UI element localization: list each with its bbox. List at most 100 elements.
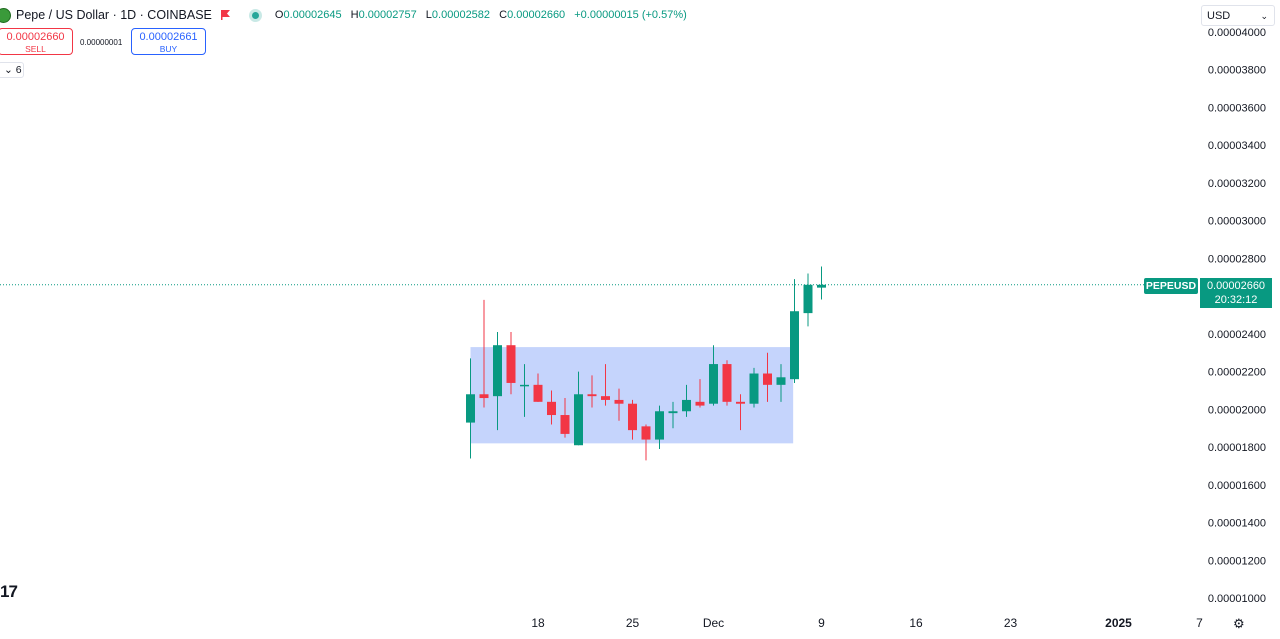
candle-body bbox=[655, 411, 664, 440]
bar-countdown: 20:32:12 bbox=[1214, 294, 1258, 306]
candle bbox=[776, 364, 786, 402]
last-price-value: 0.00002660 bbox=[1206, 280, 1266, 292]
y-axis-label: 0.00001000 bbox=[1208, 593, 1266, 605]
candle bbox=[749, 367, 759, 408]
market-open-dot-icon bbox=[251, 11, 259, 19]
candle bbox=[668, 401, 678, 429]
candle bbox=[547, 390, 556, 425]
y-axis-label: 0.00003000 bbox=[1208, 216, 1266, 228]
candle-body bbox=[574, 394, 583, 446]
x-axis-label: 7 bbox=[1196, 616, 1203, 630]
ohlc-high-label: H bbox=[350, 9, 359, 21]
ohlc-high-value: 0.00002757 bbox=[358, 9, 417, 21]
y-axis-label: 0.00002200 bbox=[1208, 367, 1266, 379]
candle-body bbox=[776, 377, 786, 385]
candle-body bbox=[790, 311, 799, 380]
candle bbox=[722, 360, 732, 406]
flag-icon[interactable] bbox=[220, 10, 230, 20]
currency-select[interactable]: USD ⌄ bbox=[1201, 5, 1275, 26]
spread-value: 0.00000001 bbox=[80, 38, 123, 47]
candle bbox=[817, 266, 826, 300]
y-axis-label: 0.00002000 bbox=[1208, 404, 1266, 416]
ohlc-low-label: L bbox=[425, 9, 432, 21]
chevron-down-icon: ⌄ bbox=[1260, 11, 1268, 21]
candle bbox=[574, 371, 583, 446]
currency-value: USD bbox=[1207, 10, 1231, 22]
candle-body bbox=[547, 401, 556, 416]
candle-body bbox=[695, 401, 705, 406]
ohlc-open-label: O bbox=[274, 9, 284, 21]
y-axis-label: 0.00001800 bbox=[1208, 442, 1266, 454]
ohlc-close-label: C bbox=[499, 9, 508, 21]
candle-body bbox=[803, 284, 813, 314]
candle-body bbox=[560, 415, 570, 434]
candle-body bbox=[614, 399, 624, 404]
candle bbox=[466, 358, 475, 459]
candle bbox=[479, 299, 489, 408]
y-axis-label: 0.00001400 bbox=[1208, 518, 1266, 530]
candle bbox=[790, 279, 799, 383]
candle bbox=[587, 375, 597, 408]
candle bbox=[641, 424, 651, 461]
candle-body bbox=[493, 345, 502, 397]
sell-button[interactable]: 0.00002660 SELL bbox=[0, 28, 73, 55]
last-price-symbol-badge: PEPEUSD bbox=[1144, 278, 1198, 294]
symbol-title[interactable]: Pepe / US Dollar · 1D · COINBASE bbox=[16, 8, 212, 22]
candle bbox=[628, 399, 637, 440]
candle bbox=[655, 405, 664, 450]
y-axis-label: 0.00003200 bbox=[1208, 178, 1266, 190]
candle bbox=[614, 388, 624, 421]
ohlc-open-value: 0.00002645 bbox=[283, 9, 342, 21]
x-axis-label: 23 bbox=[1004, 616, 1018, 630]
candle bbox=[520, 364, 529, 417]
candle bbox=[803, 273, 813, 327]
candle bbox=[695, 379, 705, 408]
buy-button[interactable]: 0.00002661 BUY bbox=[131, 28, 206, 55]
candle bbox=[709, 345, 718, 406]
candle-body bbox=[587, 394, 597, 397]
indicators-toggle-button[interactable]: ⌄ 6 bbox=[0, 62, 24, 78]
candle bbox=[601, 364, 610, 406]
last-price-badge: 0.00002660 20:32:12 bbox=[1200, 278, 1272, 308]
ohlc-close-value: 0.00002660 bbox=[507, 9, 566, 21]
candle-body bbox=[641, 426, 651, 440]
pepe-logo-icon bbox=[0, 7, 11, 23]
buy-price: 0.00002661 bbox=[139, 31, 198, 43]
candle-body bbox=[628, 403, 637, 431]
ohlc-change: +0.00000015 (+0.57%) bbox=[574, 9, 687, 21]
candle-body bbox=[722, 364, 732, 402]
candle-body bbox=[682, 399, 691, 412]
candle-body bbox=[709, 364, 718, 404]
y-axis-label: 0.00002400 bbox=[1208, 329, 1266, 341]
x-axis-label: 25 bbox=[626, 616, 640, 630]
candle-body bbox=[817, 284, 826, 288]
candle bbox=[560, 398, 570, 438]
candle-body bbox=[520, 384, 529, 387]
candle-body bbox=[466, 394, 475, 423]
y-axis-label: 0.00001600 bbox=[1208, 480, 1266, 492]
candle bbox=[736, 394, 745, 431]
candle bbox=[682, 384, 691, 417]
candle bbox=[533, 373, 543, 402]
tradingview-logo-icon[interactable]: 17 bbox=[0, 582, 18, 601]
sell-price: 0.00002660 bbox=[6, 31, 65, 43]
candle-body bbox=[736, 401, 745, 404]
candle bbox=[763, 352, 772, 402]
candle-body bbox=[479, 394, 489, 399]
candle bbox=[506, 331, 516, 395]
candle-body bbox=[668, 411, 678, 414]
candle-body bbox=[601, 396, 610, 400]
settings-gear-icon[interactable]: ⚙ bbox=[1233, 616, 1245, 631]
x-axis-label: 2025 bbox=[1105, 616, 1132, 630]
symbol-header: Pepe / US Dollar · 1D · COINBASE O0.0000… bbox=[0, 5, 693, 25]
sell-label: SELL bbox=[25, 44, 46, 54]
candle-body bbox=[763, 373, 772, 385]
x-axis-label: Dec bbox=[703, 616, 724, 630]
y-axis-label: 0.00002800 bbox=[1208, 253, 1266, 265]
x-axis-label: 9 bbox=[818, 616, 825, 630]
y-axis-label: 0.00001200 bbox=[1208, 555, 1266, 567]
y-axis-label: 0.00003600 bbox=[1208, 102, 1266, 114]
y-axis-label: 0.00003800 bbox=[1208, 65, 1266, 77]
